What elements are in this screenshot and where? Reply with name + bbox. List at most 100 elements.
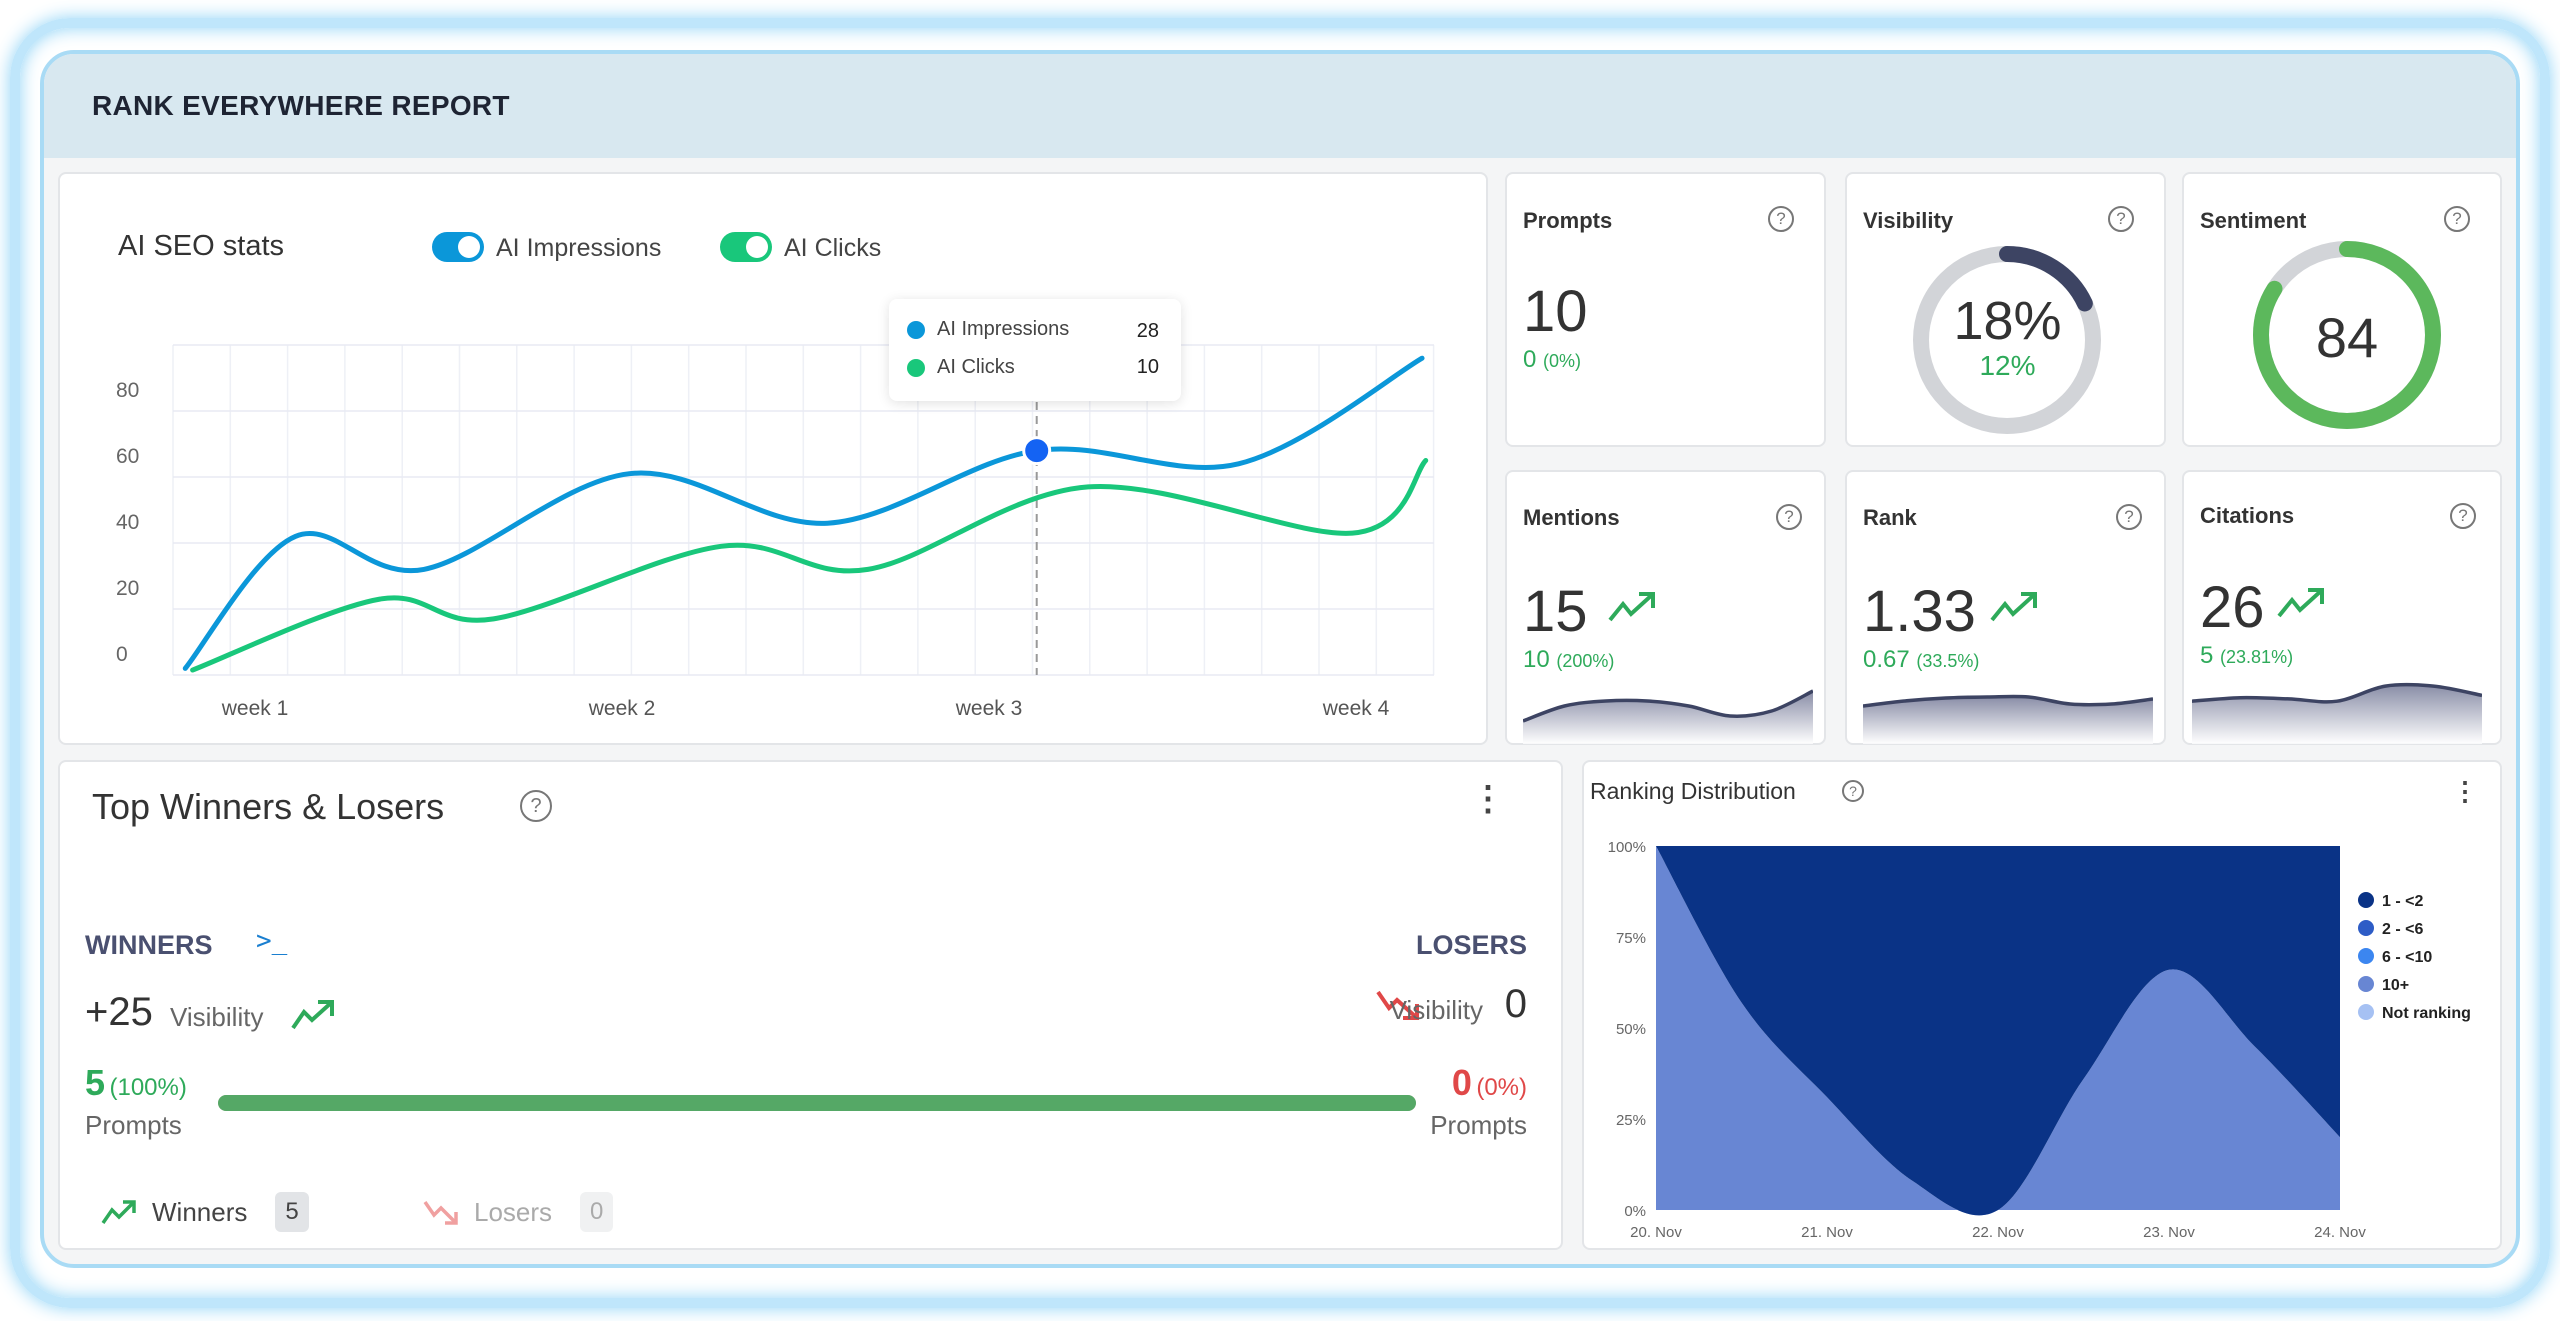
area-chart[interactable]: 0% 25% 50% 75% 100% 20. Nov 21. Nov 22. Nov 23. … xyxy=(1584,762,2504,1252)
ai-seo-stats-card: AI SEO stats AI Impressions AI Clicks 0 2… xyxy=(58,172,1488,745)
y-tick-label: 50% xyxy=(1616,1021,1646,1038)
help-icon[interactable]: ? xyxy=(1842,780,1864,802)
line-chart[interactable]: 0 20 40 60 80 week 1 week 2 week 3 week 4 xyxy=(60,174,1490,747)
y-tick-label: 0% xyxy=(1624,1203,1646,1220)
card-title: Top Winners & Losers xyxy=(92,786,445,827)
more-options-icon[interactable]: ⋮ xyxy=(2452,776,2478,806)
winners-label: WINNERS xyxy=(85,930,213,960)
sparkline-line xyxy=(1523,689,1813,723)
sparkline-line xyxy=(2192,682,2482,704)
visibility-donut xyxy=(1913,246,2101,434)
help-icon[interactable]: ? xyxy=(520,790,552,822)
legend-label: 6 - <10 xyxy=(2382,949,2432,966)
tab-label: Winners xyxy=(152,1196,248,1227)
help-icon[interactable]: ? xyxy=(2116,504,2142,530)
winners-prompts-pct: (100%) xyxy=(109,1074,187,1101)
y-tick-label: 20 xyxy=(116,577,139,600)
kpi-delta: 10 (200%) xyxy=(1523,646,1614,674)
mentions-sparkline xyxy=(1523,689,1813,744)
trend-up-icon xyxy=(291,1000,334,1030)
report-title: RANK EVERYWHERE REPORT xyxy=(92,90,510,121)
tab-count: 0 xyxy=(580,1192,614,1232)
sparkline-area xyxy=(1863,696,2153,744)
winners-visibility-label: Visibility xyxy=(170,1002,264,1032)
help-icon[interactable]: ? xyxy=(2450,503,2476,529)
ai-impressions-toggle[interactable] xyxy=(432,232,484,262)
more-options-icon[interactable]: ⋮ xyxy=(1471,780,1505,818)
losers-visibility-value: 0 xyxy=(1504,982,1527,1026)
kpi-title: Rank xyxy=(1863,505,1917,530)
kpi-card-citations: Citations ? 26 5 (23.81%) xyxy=(2182,470,2502,745)
legend-marker xyxy=(2358,892,2374,908)
winners-visibility-value: +25 xyxy=(85,990,153,1034)
legend-marker xyxy=(2358,948,2374,964)
tooltip-label: AI Impressions xyxy=(937,318,1070,340)
kpi-card-prompts: Prompts ? 10 0 (0%) xyxy=(1505,172,1826,447)
terminal-icon[interactable]: >_ xyxy=(256,926,288,956)
trend-up-icon xyxy=(2277,588,2324,618)
tab-label: Losers xyxy=(474,1196,553,1227)
ai-impressions-line xyxy=(182,355,1425,671)
x-tick-label: 23. Nov xyxy=(2143,1224,2195,1241)
legend-marker xyxy=(2358,920,2374,936)
kpi-delta: 0.67 (33.5%) xyxy=(1863,646,1979,674)
tooltip-value: 28 xyxy=(1136,320,1159,342)
x-tick-label: 20. Nov xyxy=(1630,1224,1682,1241)
sparkline-area xyxy=(2192,684,2482,744)
x-tick-label: week 1 xyxy=(221,697,289,720)
winners-prompts-count: 5 xyxy=(85,1062,106,1103)
sentiment-donut xyxy=(2253,241,2441,429)
sparkline-line xyxy=(1863,694,2153,708)
trend-up-icon xyxy=(1608,592,1655,622)
trend-up-icon xyxy=(1990,592,2037,622)
kpi-delta-value: 0 xyxy=(1523,346,1537,373)
kpi-value: 15 xyxy=(1523,579,1588,644)
losers-prompts-count: 0 xyxy=(1451,1062,1472,1103)
legend-label: 1 - <2 xyxy=(2382,893,2423,910)
rank-sparkline xyxy=(1863,694,2153,744)
kpi-title: Citations xyxy=(2200,503,2295,528)
losers-prompts: 0 (0%) xyxy=(1452,1062,1527,1104)
help-icon[interactable]: ? xyxy=(2444,206,2470,232)
losers-prompts-pct: (0%) xyxy=(1476,1074,1527,1101)
kpi-delta: 0 (0%) xyxy=(1523,346,1581,374)
kpi-delta-value: 0.67 xyxy=(1863,646,1910,673)
kpi-delta-pct: (0%) xyxy=(1543,351,1582,371)
tab-losers[interactable]: Losers 0 xyxy=(422,1190,614,1234)
donut-fill xyxy=(2253,241,2441,429)
x-tick-label: week 2 xyxy=(588,697,656,720)
chart-title: AI SEO stats xyxy=(118,230,284,262)
kpi-title: Visibility xyxy=(1863,208,1954,233)
losers-label: LOSERS xyxy=(1415,930,1527,960)
y-tick-label: 25% xyxy=(1616,1112,1646,1129)
ai-clicks-line xyxy=(190,458,1429,673)
kpi-value: 26 xyxy=(2200,575,2265,640)
winners-prompts-label: Prompts xyxy=(85,1110,182,1140)
kpi-title: Mentions xyxy=(1523,505,1620,530)
trend-down-icon xyxy=(423,1201,458,1225)
tab-winners[interactable]: Winners 5 xyxy=(100,1190,309,1234)
tooltip-value: 10 xyxy=(1136,356,1159,378)
kpi-value: 10 xyxy=(1523,279,1588,344)
x-tick-label: week 4 xyxy=(1322,697,1390,720)
trend-up-icon xyxy=(101,1200,136,1224)
x-tick-label: 24. Nov xyxy=(2314,1224,2366,1241)
kpi-title: Sentiment xyxy=(2200,208,2307,233)
window-glow-frame xyxy=(10,18,2550,1308)
kpi-delta-pct: (33.5%) xyxy=(1916,651,1980,671)
y-tick-label: 100% xyxy=(1608,839,1646,856)
kpi-delta: 5 (23.81%) xyxy=(2200,642,2293,670)
ai-impressions-toggle-label: AI Impressions xyxy=(496,234,662,262)
legend-marker xyxy=(2358,1004,2374,1020)
help-icon[interactable]: ? xyxy=(1768,206,1794,232)
kpi-delta-pct: (200%) xyxy=(1556,651,1615,671)
x-tick-label: 21. Nov xyxy=(1801,1224,1853,1241)
trend-down-icon xyxy=(1376,990,1419,1020)
y-tick-label: 80 xyxy=(116,379,139,402)
area-10- xyxy=(1656,846,2340,1216)
donut-fill xyxy=(1913,246,2101,434)
kpi-card-visibility: Visibility ? 18% 12% xyxy=(1845,172,2166,447)
help-icon[interactable]: ? xyxy=(1776,504,1802,530)
ai-clicks-toggle[interactable] xyxy=(720,232,772,262)
help-icon[interactable]: ? xyxy=(2108,206,2134,232)
